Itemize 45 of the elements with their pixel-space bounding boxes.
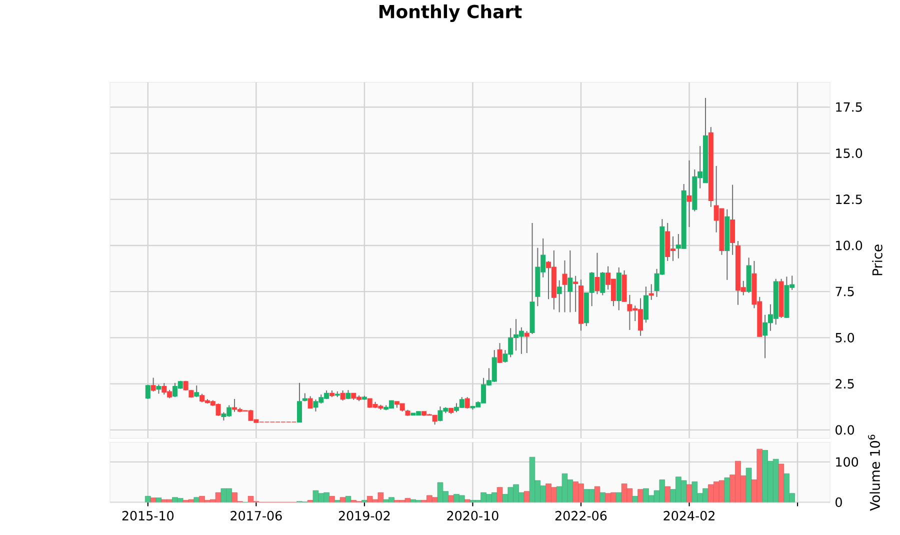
candlestick [497, 342, 502, 364]
y-axis-title: Price [872, 244, 882, 276]
candlestick [730, 184, 736, 256]
candlestick [464, 396, 470, 409]
bar [594, 486, 600, 502]
candlestick [600, 271, 606, 296]
chart-title: Monthly Chart [379, 4, 522, 22]
y-tick-label: 0 [836, 497, 842, 507]
x-tick-label: 2024-02 [664, 510, 714, 520]
y-tick-label: 100 [836, 457, 858, 467]
candlestick [308, 396, 313, 409]
y-tick-label: 0.0 [836, 425, 854, 435]
x-tick-label: 2015-10 [122, 510, 174, 520]
candlestick [643, 286, 648, 323]
y-tick-label: 12.5 [836, 194, 862, 204]
x-tick-label: 2020-10 [447, 510, 498, 520]
candlestick [573, 275, 578, 312]
bar [156, 497, 162, 502]
y-tick-label: 15.0 [836, 148, 862, 158]
candlestick [150, 377, 156, 392]
y-axis-title: Volume 10$^{6}$ [868, 434, 880, 511]
candlestick [686, 160, 692, 228]
y-tick-label: 10.0 [836, 240, 862, 250]
candlestick [156, 384, 162, 394]
candlestick [194, 384, 200, 398]
bar [638, 489, 644, 502]
bar [746, 468, 752, 502]
candlestick [524, 330, 530, 354]
candlestick [562, 260, 568, 313]
x-tick-label: 2022-06 [555, 510, 607, 520]
candlestick [594, 252, 600, 295]
bar [144, 496, 151, 502]
candlestick [145, 384, 150, 400]
candlestick [296, 382, 302, 423]
y-tick-label: 5.0 [836, 332, 854, 342]
bar [778, 464, 784, 502]
y-tick-label: 17.5 [836, 102, 862, 112]
candlestick [556, 280, 562, 313]
y-tick-label: 2.5 [836, 378, 854, 388]
candlestick [568, 250, 573, 313]
x-tick-label: 2019-02 [338, 510, 390, 520]
bar [632, 496, 638, 502]
candlestick [340, 390, 346, 401]
y-tick-label: 7.5 [836, 286, 854, 296]
x-tick-label: 2017-06 [230, 510, 282, 520]
